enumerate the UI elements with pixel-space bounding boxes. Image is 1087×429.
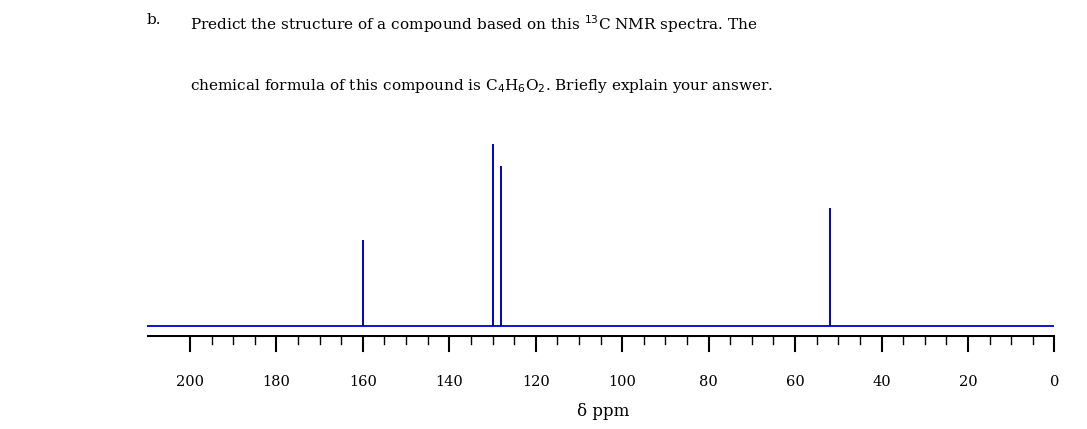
Text: 0: 0 <box>1050 375 1059 389</box>
Text: 200: 200 <box>176 375 204 389</box>
Text: 140: 140 <box>436 375 463 389</box>
Text: 40: 40 <box>872 375 891 389</box>
Text: chemical formula of this compound is C$_4$H$_6$O$_2$. Briefly explain your answe: chemical formula of this compound is C$_… <box>190 77 774 95</box>
Text: 160: 160 <box>349 375 377 389</box>
Text: δ ppm: δ ppm <box>577 403 629 420</box>
Text: 180: 180 <box>262 375 290 389</box>
Text: 20: 20 <box>959 375 977 389</box>
Text: b.: b. <box>147 13 161 27</box>
Text: 80: 80 <box>699 375 719 389</box>
Text: 60: 60 <box>786 375 804 389</box>
Text: 120: 120 <box>522 375 550 389</box>
Text: Predict the structure of a compound based on this $^{13}$C NMR spectra. The: Predict the structure of a compound base… <box>190 13 758 35</box>
Text: 100: 100 <box>609 375 636 389</box>
